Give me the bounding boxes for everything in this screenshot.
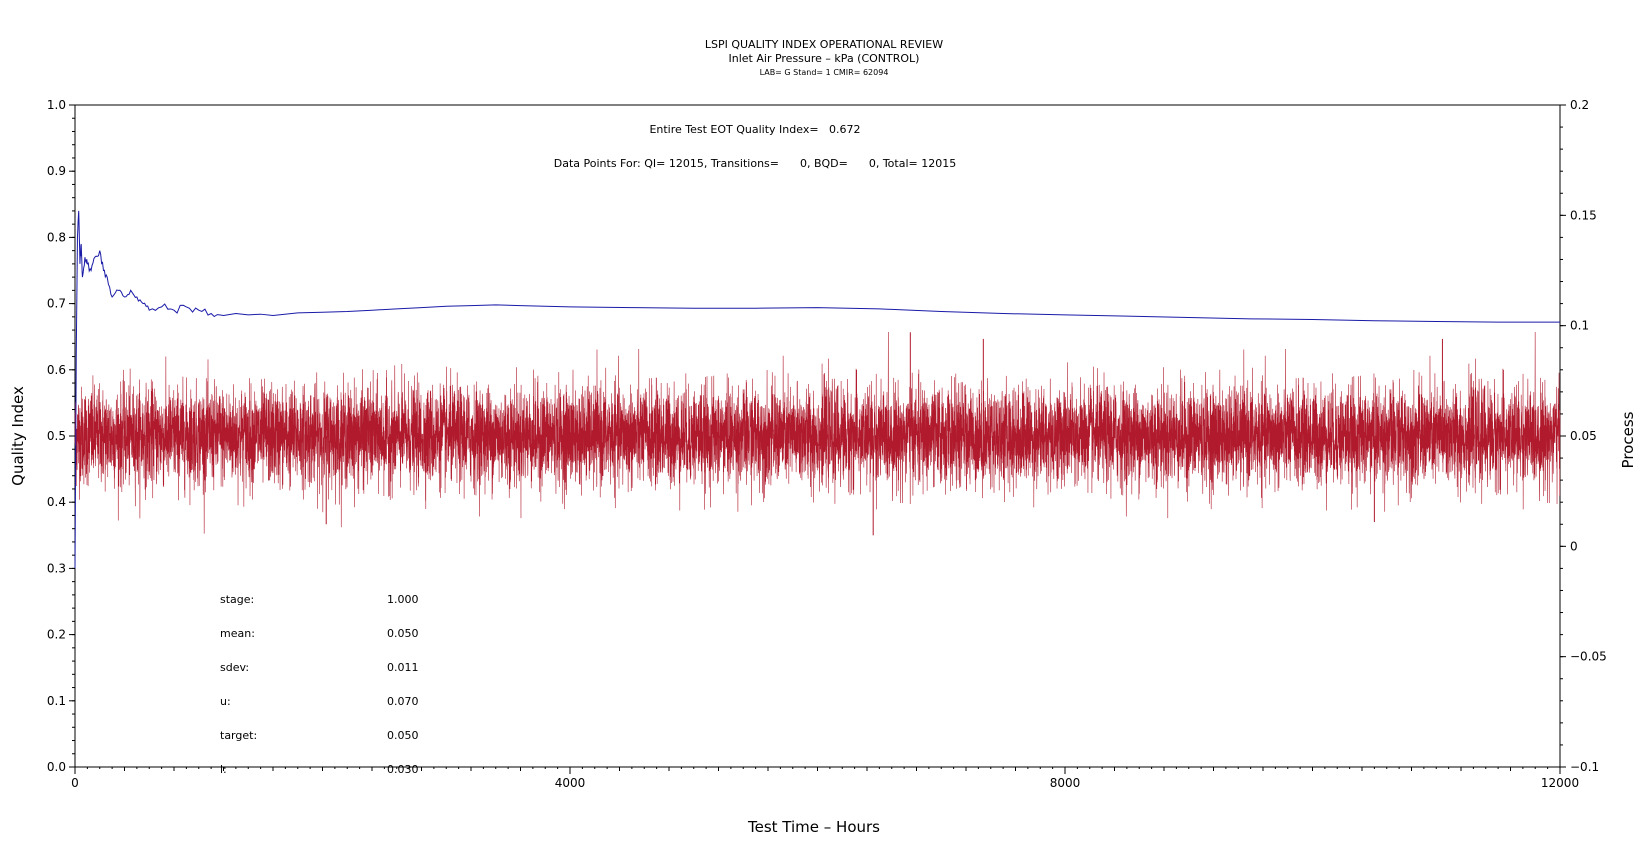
chart-subtitle-2: LAB= G Stand= 1 CMIR= 62094 (760, 68, 889, 77)
stat-value: 0.050 (387, 729, 419, 742)
stat-label: stage: (220, 593, 254, 606)
stat-value: 1.000 (387, 593, 419, 606)
y-right-tick-label: 0 (1570, 539, 1578, 553)
axes: 0.0 0.1 0.2 0.3 0.4 0.5 0.6 0.7 0.8 0.9 1.0 −0.1 −0.… (47, 98, 1607, 790)
stat-label: sdev: (220, 661, 249, 674)
annotation-eot-quality-index: Entire Test EOT Quality Index= 0.672 (649, 123, 860, 136)
y-right-tick-label: 0.2 (1570, 98, 1589, 112)
x-tick-label: 8000 (1050, 776, 1081, 790)
y-left-tick-label: 0.0 (47, 760, 66, 774)
chart-subtitle: Inlet Air Pressure – kPa (CONTROL) (729, 52, 920, 65)
y-left-tick-label: 1.0 (47, 98, 66, 112)
stat-label: u: (220, 695, 231, 708)
y-left-tick-label: 0.9 (47, 164, 66, 178)
y-left-tick-label: 0.3 (47, 561, 66, 575)
y-right-tick-label: 0.05 (1570, 429, 1597, 443)
y-left-tick-label: 0.6 (47, 363, 66, 377)
stat-value: 0.011 (387, 661, 419, 674)
y-right-tick-label: −0.05 (1570, 650, 1607, 664)
y-axis-right-label: Process (1619, 411, 1637, 468)
x-axis-label: Test Time – Hours (747, 818, 880, 836)
stat-value: 0.030 (387, 763, 419, 776)
stat-value: 0.050 (387, 627, 419, 640)
y-left-tick-label: 0.5 (47, 429, 66, 443)
y-right-tick-label: 0.15 (1570, 208, 1597, 222)
x-tick-label: 4000 (555, 776, 586, 790)
y-left-tick-label: 0.7 (47, 297, 66, 311)
y-right-tick-label: −0.1 (1570, 760, 1599, 774)
stat-label: l: (220, 763, 227, 776)
annotation-data-points: Data Points For: QI= 12015, Transitions=… (554, 157, 956, 170)
stat-value: 0.070 (387, 695, 419, 708)
process-line (74, 332, 1561, 534)
stat-label: target: (220, 729, 257, 742)
y-left-tick-label: 0.4 (47, 495, 66, 509)
process-series (74, 332, 1561, 536)
y-axis-left-label: Quality Index (9, 386, 27, 486)
x-tick-label: 0 (71, 776, 79, 790)
quality-index-line (74, 210, 1560, 569)
x-tick-label: 12000 (1541, 776, 1579, 790)
y-right-tick-label: 0.1 (1570, 319, 1589, 333)
stat-label: mean: (220, 627, 255, 640)
quality-index-series (74, 210, 1560, 569)
chart-title: LSPI QUALITY INDEX OPERATIONAL REVIEW (705, 38, 943, 51)
y-left-tick-label: 0.1 (47, 694, 66, 708)
y-left-tick-label: 0.2 (47, 628, 66, 642)
y-left-tick-label: 0.8 (47, 230, 66, 244)
stats-panel: stage: 1.000 mean: 0.050 sdev: 0.011 u: 0.070 ta… (220, 593, 419, 776)
